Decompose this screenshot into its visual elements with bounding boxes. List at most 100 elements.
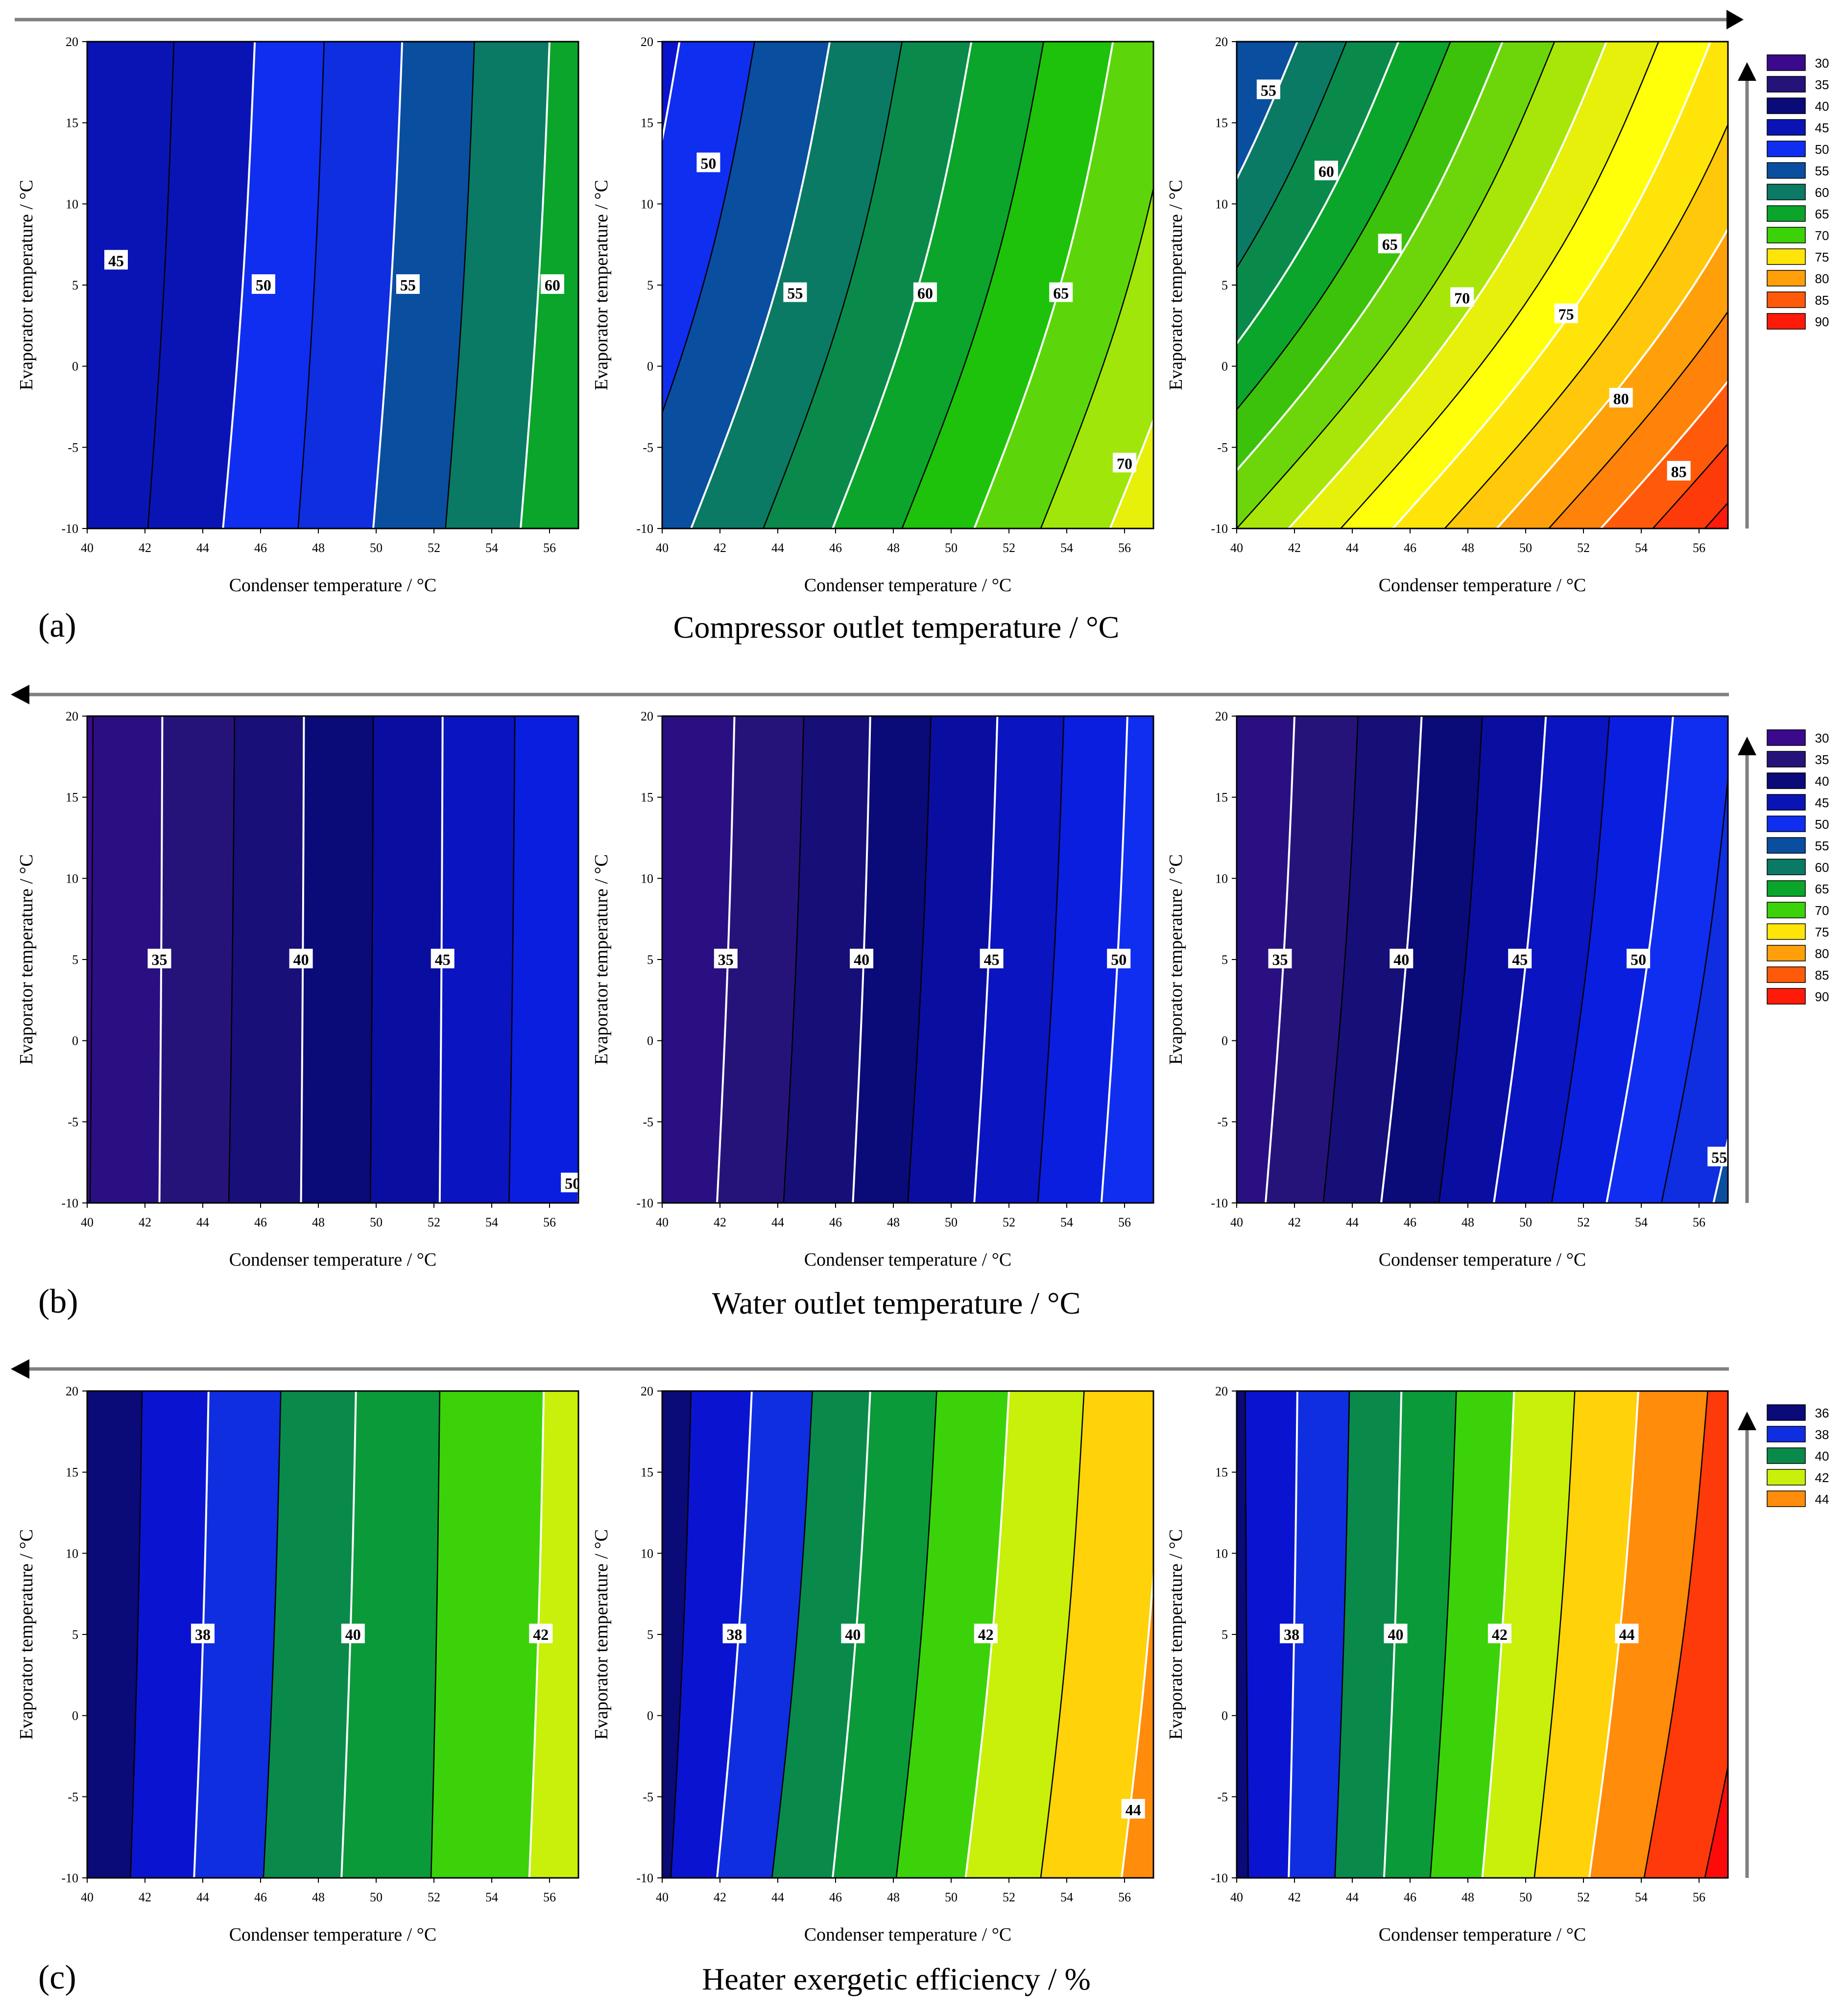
legend-swatch-50 — [1767, 816, 1806, 832]
arrow-head — [1738, 62, 1756, 81]
legend-swatch-40 — [1767, 1447, 1806, 1464]
row-a-letter: (a) — [38, 607, 76, 645]
legend-label-80: 80 — [1815, 946, 1829, 961]
y-axis-label: Evaporator temperature / °C — [591, 1529, 612, 1740]
legend-label-70: 70 — [1815, 903, 1829, 918]
legend-label-65: 65 — [1815, 882, 1829, 896]
x-axis-label: Condenser temperature / °C — [1379, 1924, 1586, 1945]
x-tick-label: 50 — [1519, 1215, 1532, 1229]
contour-label-box — [1107, 949, 1131, 968]
contour-label-text: 55 — [1711, 1149, 1727, 1166]
x-tick-label: 42 — [1288, 541, 1301, 555]
contour-label-box — [396, 274, 420, 294]
x-tick-label: 52 — [1577, 1890, 1590, 1904]
contour-plot-area: 38 40 42 44 — [1237, 1391, 1728, 1878]
contour-plot-area: 35 40 45 50 55 — [1237, 716, 1728, 1203]
y-tick-label: 5 — [647, 953, 653, 967]
row-vertical-arrow-2 — [1738, 737, 1756, 1203]
y-tick-label: 5 — [1222, 278, 1228, 292]
contour-label-50: 50 — [1627, 949, 1651, 968]
arrows-layer — [11, 10, 1756, 1878]
contour-label-45: 45 — [1508, 949, 1532, 968]
contour-line-52.5 — [662, 42, 756, 415]
contour-label-text: 35 — [152, 951, 168, 968]
contour-label-40: 40 — [850, 949, 874, 968]
contour-label-70: 70 — [1113, 453, 1136, 473]
legend-label-40: 40 — [1815, 1449, 1829, 1464]
contour-label-45: 45 — [104, 250, 128, 270]
contour-label-box — [714, 949, 738, 968]
y-tick-label: 20 — [641, 1384, 653, 1398]
y-tick-label: 5 — [72, 1628, 78, 1642]
contour-line-46 — [1704, 1763, 1728, 1878]
x-axis: 40 42 44 46 48 50 52 54 56 Condenser temperature … — [656, 1878, 1131, 1945]
contour-label-80: 80 — [1609, 387, 1633, 408]
x-tick-label: 44 — [1346, 541, 1359, 555]
contour-label-box — [1049, 282, 1073, 302]
x-tick-label: 44 — [771, 541, 784, 555]
x-tick-label: 48 — [887, 1890, 900, 1904]
contour-line-50 — [662, 42, 681, 145]
x-tick-label: 40 — [81, 1890, 94, 1904]
contour-label-box — [722, 1624, 746, 1643]
legend-label-85: 85 — [1815, 293, 1829, 308]
contour-label-38: 38 — [722, 1624, 746, 1643]
contour-band-45 — [1644, 1391, 1728, 1878]
legend-swatch-65 — [1767, 205, 1806, 222]
contour-label-text: 50 — [700, 155, 716, 172]
contour-label-40: 40 — [341, 1624, 365, 1643]
contour-label-65: 65 — [1049, 282, 1073, 302]
contour-label-box — [1314, 161, 1338, 181]
legend-swatch-60 — [1767, 184, 1806, 200]
contour-line-44 — [1121, 1561, 1153, 1878]
x-tick-label: 50 — [945, 1890, 958, 1904]
legend-swatch-55 — [1767, 162, 1806, 179]
x-tick-label: 52 — [1003, 1215, 1015, 1229]
x-axis-label: Condenser temperature / °C — [804, 575, 1012, 596]
contour-line-55 — [1237, 42, 1298, 181]
contour-label-box — [841, 1624, 865, 1643]
y-tick-label: 15 — [1215, 116, 1228, 130]
x-tick-label: 40 — [1230, 1890, 1243, 1904]
contour-plot-area: 38 40 42 — [87, 1391, 578, 1878]
legend-swatch-75 — [1767, 923, 1806, 940]
contour-line-47.5 — [147, 42, 175, 528]
x-axis-label: Condenser temperature / °C — [1379, 1249, 1586, 1270]
x-axis-label: Condenser temperature / °C — [1379, 575, 1586, 596]
contour-label-box — [561, 1173, 578, 1193]
contour-label-text: 50 — [565, 1175, 580, 1192]
y-tick-label: -10 — [61, 522, 78, 536]
contour-line-41 — [895, 1391, 937, 1878]
contour-line-42.5 — [369, 716, 374, 1203]
row-vertical-arrow-1 — [1738, 62, 1756, 528]
contour-label-60: 60 — [1314, 161, 1338, 181]
legend-swatch-55 — [1767, 837, 1806, 854]
contour-label-box — [850, 949, 874, 968]
contour-label-text: 45 — [1512, 951, 1528, 968]
contour-label-40: 40 — [289, 949, 313, 968]
row-b-annotations: (b) Water outlet temperature / °C — [38, 1283, 1080, 1320]
x-tick-label: 46 — [1404, 541, 1416, 555]
contour-label-text: 40 — [845, 1626, 861, 1643]
contour-label-50: 50 — [696, 152, 720, 172]
contour-label-text: 75 — [1558, 306, 1574, 323]
y-tick-label: -10 — [636, 522, 653, 536]
contour-plot-area: 35 40 45 50 — [662, 716, 1153, 1203]
y-tick-label: -5 — [1217, 1115, 1228, 1129]
legend-swatch-42 — [1767, 1469, 1806, 1486]
contour-line-43 — [1534, 1391, 1576, 1878]
x-tick-label: 52 — [1577, 541, 1590, 555]
y-axis-label: Evaporator temperature / °C — [16, 854, 37, 1065]
x-tick-label: 42 — [714, 541, 726, 555]
contour-line-50 — [222, 42, 256, 528]
contour-label-box — [147, 949, 171, 968]
y-tick-label: 10 — [1215, 1546, 1228, 1560]
contour-label-55: 55 — [1256, 79, 1280, 99]
row-arrow-3 — [11, 1359, 1729, 1379]
contour-label-text: 65 — [1382, 236, 1398, 253]
contour-line-41 — [430, 1391, 441, 1878]
y-tick-label: 15 — [1215, 791, 1228, 805]
